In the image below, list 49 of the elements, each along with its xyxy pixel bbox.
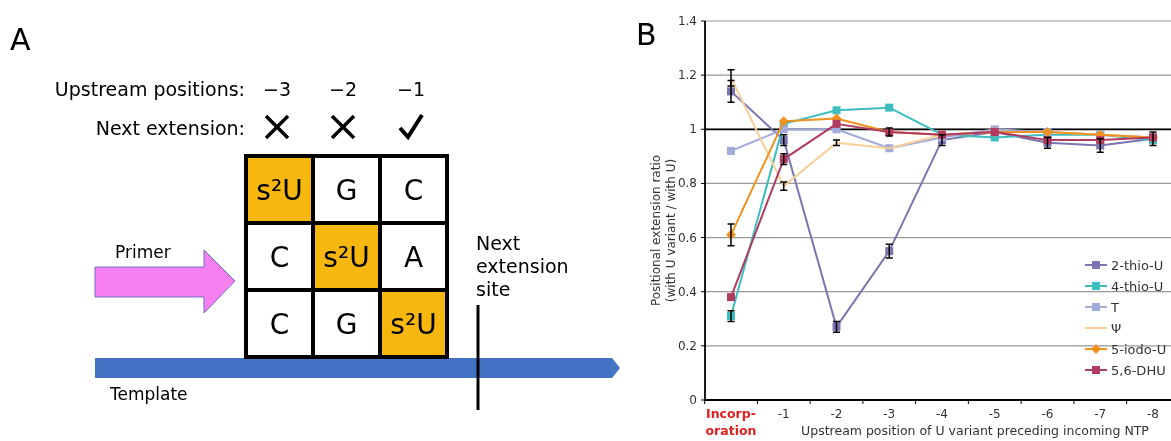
legend-label: 5-iodo-U [1111, 342, 1167, 357]
text: C [403, 173, 424, 207]
x-tick-label: Incorp-oration [705, 406, 757, 438]
text: Primer [115, 242, 171, 262]
x-tick-label: -6 [1041, 407, 1054, 421]
x-tick-label: -8 [1147, 407, 1159, 421]
y-axis-title: Positional extension ratio (with U variant / with U) [649, 154, 678, 307]
text: G [335, 307, 358, 341]
x-tick-label: -1 [777, 407, 790, 421]
point [832, 106, 841, 115]
text: −2 [328, 78, 358, 100]
chart-title: B [636, 17, 657, 52]
text: s²U [256, 173, 303, 207]
text: G [335, 173, 358, 207]
point [885, 103, 894, 112]
x-tick-label: -4 [936, 407, 948, 421]
text: −1 [396, 78, 426, 100]
y-tick-label: 0.8 [677, 176, 697, 191]
y-tick-label: 1 [689, 122, 697, 137]
legend-label: 2-thio-U [1111, 258, 1164, 273]
text: Next extension: [95, 117, 245, 139]
text: Upstream positions: [54, 78, 245, 100]
point [727, 146, 735, 155]
y-tick-label: 1.4 [677, 14, 697, 28]
legend-label: 4-thio-U [1111, 279, 1164, 294]
text: s²U [323, 240, 370, 274]
point [727, 293, 735, 302]
text: Next extension site [476, 232, 569, 300]
legend-label: T [1110, 300, 1119, 315]
x-axis-title: Upstream position of U variant preceding incoming NTP [801, 423, 1150, 438]
text: A [403, 240, 424, 274]
text: A [10, 22, 31, 57]
text: s²U [390, 307, 437, 341]
x-tick-label: -5 [988, 407, 1001, 421]
point [832, 119, 841, 128]
x-tick-label: -2 [830, 407, 843, 421]
text: −3 [262, 78, 292, 100]
y-tick-label: 0 [689, 393, 697, 407]
legend-label: Ψ [1111, 321, 1122, 336]
x-tick-label: -3 [883, 407, 896, 421]
y-tick-label: 0.6 [677, 230, 697, 245]
text: C [269, 240, 290, 274]
x-tick-label: -7 [1094, 407, 1107, 421]
legend-label: 5,6-DHU [1111, 363, 1166, 378]
y-tick-label: 1.2 [677, 68, 697, 83]
text: C [269, 307, 290, 341]
text: Template [109, 384, 188, 404]
y-tick-label: 0.4 [677, 284, 697, 299]
y-tick-label: 0.2 [677, 338, 697, 353]
